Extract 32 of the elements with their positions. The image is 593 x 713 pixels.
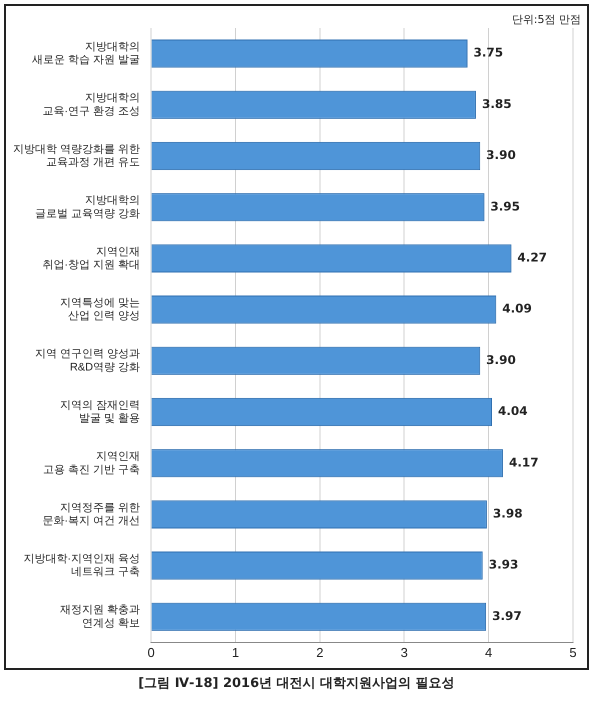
x-tick-label: 1	[232, 644, 240, 660]
x-tick-label: 3	[400, 644, 408, 660]
data-label: 4.04	[498, 404, 528, 418]
y-tick-label: 지방대학·지역인재 육성 네트워크 구축	[23, 553, 140, 578]
data-label: 3.85	[482, 96, 512, 111]
x-tick-label: 0	[147, 644, 155, 660]
y-tick-label: 지방대학 역량강화를 위한 교육과정 개편 유도	[12, 143, 140, 169]
y-tick-label: 지역인재 취업·창업 지원 확대	[42, 246, 140, 272]
y-tick-label: 지방대학의 글로벌 교육역량 강화	[34, 194, 140, 220]
data-label: 3.98	[492, 506, 523, 521]
y-tick-label: 지방대학의 교육·연구 환경 조성	[42, 92, 140, 118]
x-tick-label: 4	[485, 644, 492, 660]
text: 단위:5점 만점	[512, 12, 581, 27]
data-label: 3.75	[474, 46, 504, 60]
data-label: 3.93	[488, 558, 518, 572]
x-tick-label: 5	[569, 644, 577, 660]
y-tick-label: 지역의 잠재인력 발굴 및 활용	[60, 399, 140, 425]
data-label: 3.90	[486, 148, 516, 162]
data-label: 4.17	[508, 455, 539, 470]
data-label: 4.27	[517, 250, 548, 265]
data-label: 3.97	[492, 608, 522, 623]
y-tick-label: 지역정주를 위한 문화·복지 여건 개선	[42, 502, 140, 528]
data-label: 3.95	[490, 199, 520, 214]
x-tick-label: 2	[316, 644, 324, 660]
data-label: 4.09	[502, 302, 532, 316]
y-tick-label: 지방대학의 새로운 학습 자원 발굴	[32, 41, 140, 66]
data-label: 3.90	[486, 352, 516, 367]
text: [그림 Ⅳ-18] 2016년 대전시 대학지원사업의 필요성	[137, 675, 456, 692]
y-tick-label: 지역인재 고용 촉진 기반 구축	[42, 450, 140, 476]
y-tick-label: 지역특성에 맞는 산업 인력 양성	[60, 297, 140, 322]
y-tick-label: 재정지원 확충과 연계성 확보	[60, 604, 140, 630]
y-tick-label: 지역 연구인력 양성과 R&D역량 강화	[34, 348, 140, 374]
